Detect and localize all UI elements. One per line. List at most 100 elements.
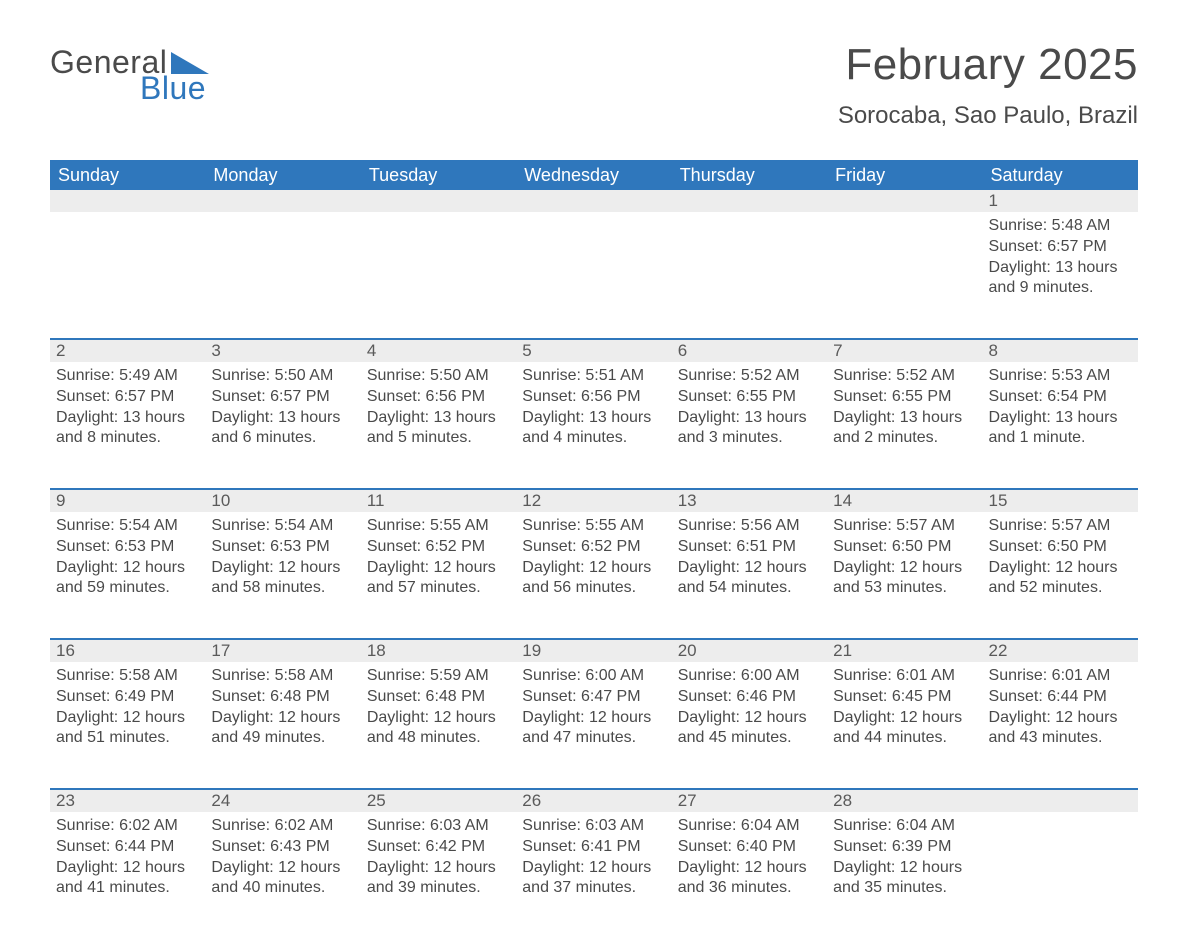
day-body: Sunrise: 6:02 AMSunset: 6:43 PMDaylight:… bbox=[211, 812, 354, 899]
daylight-line: Daylight: 13 hours and 6 minutes. bbox=[211, 408, 354, 450]
daylight-line: Daylight: 12 hours and 58 minutes. bbox=[211, 558, 354, 600]
day-number: 2 bbox=[50, 340, 205, 362]
day-body: Sunrise: 5:59 AMSunset: 6:48 PMDaylight:… bbox=[367, 662, 510, 749]
sunset-line: Sunset: 6:53 PM bbox=[56, 537, 199, 558]
day-cell: Sunrise: 5:51 AMSunset: 6:56 PMDaylight:… bbox=[516, 362, 671, 482]
daylight-line: Daylight: 12 hours and 59 minutes. bbox=[56, 558, 199, 600]
week-body-row: Sunrise: 5:54 AMSunset: 6:53 PMDaylight:… bbox=[50, 512, 1138, 632]
day-body: Sunrise: 6:04 AMSunset: 6:40 PMDaylight:… bbox=[678, 812, 821, 899]
day-number: 9 bbox=[50, 490, 205, 512]
sunrise-line: Sunrise: 5:51 AM bbox=[522, 366, 665, 387]
day-body: Sunrise: 5:58 AMSunset: 6:48 PMDaylight:… bbox=[211, 662, 354, 749]
day-number: 4 bbox=[361, 340, 516, 362]
day-body: Sunrise: 6:00 AMSunset: 6:46 PMDaylight:… bbox=[678, 662, 821, 749]
day-cell: Sunrise: 6:01 AMSunset: 6:44 PMDaylight:… bbox=[983, 662, 1138, 782]
daylight-line: Daylight: 12 hours and 36 minutes. bbox=[678, 858, 821, 900]
day-body: Sunrise: 5:51 AMSunset: 6:56 PMDaylight:… bbox=[522, 362, 665, 449]
day-body: Sunrise: 5:54 AMSunset: 6:53 PMDaylight:… bbox=[211, 512, 354, 599]
day-cell: Sunrise: 6:02 AMSunset: 6:44 PMDaylight:… bbox=[50, 812, 205, 932]
day-number: 18 bbox=[361, 640, 516, 662]
sunrise-line: Sunrise: 6:04 AM bbox=[833, 816, 976, 837]
daylight-line: Daylight: 12 hours and 52 minutes. bbox=[989, 558, 1132, 600]
daylight-line: Daylight: 12 hours and 35 minutes. bbox=[833, 858, 976, 900]
day-number: 27 bbox=[672, 790, 827, 812]
day-body: Sunrise: 5:57 AMSunset: 6:50 PMDaylight:… bbox=[989, 512, 1132, 599]
sunrise-line: Sunrise: 5:58 AM bbox=[56, 666, 199, 687]
sunset-line: Sunset: 6:49 PM bbox=[56, 687, 199, 708]
sunrise-line: Sunrise: 6:01 AM bbox=[833, 666, 976, 687]
day-body: Sunrise: 5:55 AMSunset: 6:52 PMDaylight:… bbox=[367, 512, 510, 599]
sunset-line: Sunset: 6:44 PM bbox=[989, 687, 1132, 708]
day-number: 15 bbox=[983, 490, 1138, 512]
sunrise-line: Sunrise: 5:50 AM bbox=[211, 366, 354, 387]
day-cell: Sunrise: 5:52 AMSunset: 6:55 PMDaylight:… bbox=[827, 362, 982, 482]
day-cell bbox=[205, 212, 360, 332]
daylight-line: Daylight: 12 hours and 48 minutes. bbox=[367, 708, 510, 750]
day-number: 1 bbox=[983, 190, 1138, 212]
sunset-line: Sunset: 6:46 PM bbox=[678, 687, 821, 708]
day-header: Monday bbox=[205, 160, 360, 190]
sunset-line: Sunset: 6:41 PM bbox=[522, 837, 665, 858]
day-cell bbox=[516, 212, 671, 332]
sunrise-line: Sunrise: 5:54 AM bbox=[211, 516, 354, 537]
sunset-line: Sunset: 6:53 PM bbox=[211, 537, 354, 558]
day-body: Sunrise: 5:52 AMSunset: 6:55 PMDaylight:… bbox=[678, 362, 821, 449]
sunset-line: Sunset: 6:48 PM bbox=[367, 687, 510, 708]
sunset-line: Sunset: 6:47 PM bbox=[522, 687, 665, 708]
sunrise-line: Sunrise: 5:53 AM bbox=[989, 366, 1132, 387]
daylight-line: Daylight: 13 hours and 2 minutes. bbox=[833, 408, 976, 450]
day-body: Sunrise: 5:56 AMSunset: 6:51 PMDaylight:… bbox=[678, 512, 821, 599]
day-header: Tuesday bbox=[361, 160, 516, 190]
day-number: 11 bbox=[361, 490, 516, 512]
week-body-row: Sunrise: 5:58 AMSunset: 6:49 PMDaylight:… bbox=[50, 662, 1138, 782]
daylight-line: Daylight: 12 hours and 37 minutes. bbox=[522, 858, 665, 900]
sunrise-line: Sunrise: 5:52 AM bbox=[678, 366, 821, 387]
sunrise-line: Sunrise: 5:57 AM bbox=[833, 516, 976, 537]
day-cell: Sunrise: 5:48 AMSunset: 6:57 PMDaylight:… bbox=[983, 212, 1138, 332]
day-number: 8 bbox=[983, 340, 1138, 362]
daylight-line: Daylight: 12 hours and 44 minutes. bbox=[833, 708, 976, 750]
logo: General Blue bbox=[50, 46, 209, 104]
sunset-line: Sunset: 6:52 PM bbox=[367, 537, 510, 558]
daylight-line: Daylight: 13 hours and 4 minutes. bbox=[522, 408, 665, 450]
day-number bbox=[361, 190, 516, 212]
day-number: 22 bbox=[983, 640, 1138, 662]
week-block: 2345678Sunrise: 5:49 AMSunset: 6:57 PMDa… bbox=[50, 338, 1138, 482]
sunset-line: Sunset: 6:56 PM bbox=[522, 387, 665, 408]
day-cell: Sunrise: 6:03 AMSunset: 6:42 PMDaylight:… bbox=[361, 812, 516, 932]
daylight-line: Daylight: 12 hours and 53 minutes. bbox=[833, 558, 976, 600]
day-cell: Sunrise: 5:58 AMSunset: 6:48 PMDaylight:… bbox=[205, 662, 360, 782]
daylight-line: Daylight: 12 hours and 51 minutes. bbox=[56, 708, 199, 750]
day-body: Sunrise: 6:04 AMSunset: 6:39 PMDaylight:… bbox=[833, 812, 976, 899]
sunset-line: Sunset: 6:50 PM bbox=[833, 537, 976, 558]
sunset-line: Sunset: 6:57 PM bbox=[211, 387, 354, 408]
day-cell: Sunrise: 5:58 AMSunset: 6:49 PMDaylight:… bbox=[50, 662, 205, 782]
day-body: Sunrise: 5:57 AMSunset: 6:50 PMDaylight:… bbox=[833, 512, 976, 599]
sunrise-line: Sunrise: 5:59 AM bbox=[367, 666, 510, 687]
day-number: 25 bbox=[361, 790, 516, 812]
sunrise-line: Sunrise: 6:04 AM bbox=[678, 816, 821, 837]
location-subtitle: Sorocaba, Sao Paulo, Brazil bbox=[838, 102, 1138, 130]
day-number: 3 bbox=[205, 340, 360, 362]
day-number bbox=[827, 190, 982, 212]
page-title: February 2025 bbox=[838, 40, 1138, 90]
sunrise-line: Sunrise: 6:02 AM bbox=[56, 816, 199, 837]
day-body: Sunrise: 5:48 AMSunset: 6:57 PMDaylight:… bbox=[989, 212, 1132, 299]
daynum-strip: 232425262728 bbox=[50, 790, 1138, 812]
day-body: Sunrise: 6:01 AMSunset: 6:45 PMDaylight:… bbox=[833, 662, 976, 749]
day-cell: Sunrise: 6:04 AMSunset: 6:39 PMDaylight:… bbox=[827, 812, 982, 932]
sunset-line: Sunset: 6:50 PM bbox=[989, 537, 1132, 558]
daylight-line: Daylight: 12 hours and 43 minutes. bbox=[989, 708, 1132, 750]
day-cell: Sunrise: 5:50 AMSunset: 6:57 PMDaylight:… bbox=[205, 362, 360, 482]
day-cell: Sunrise: 5:52 AMSunset: 6:55 PMDaylight:… bbox=[672, 362, 827, 482]
sunset-line: Sunset: 6:45 PM bbox=[833, 687, 976, 708]
day-number: 20 bbox=[672, 640, 827, 662]
day-number: 24 bbox=[205, 790, 360, 812]
day-number: 17 bbox=[205, 640, 360, 662]
sunset-line: Sunset: 6:57 PM bbox=[56, 387, 199, 408]
day-header: Thursday bbox=[672, 160, 827, 190]
calendar: SundayMondayTuesdayWednesdayThursdayFrid… bbox=[50, 160, 1138, 932]
day-body: Sunrise: 5:49 AMSunset: 6:57 PMDaylight:… bbox=[56, 362, 199, 449]
day-body: Sunrise: 6:02 AMSunset: 6:44 PMDaylight:… bbox=[56, 812, 199, 899]
day-number bbox=[205, 190, 360, 212]
